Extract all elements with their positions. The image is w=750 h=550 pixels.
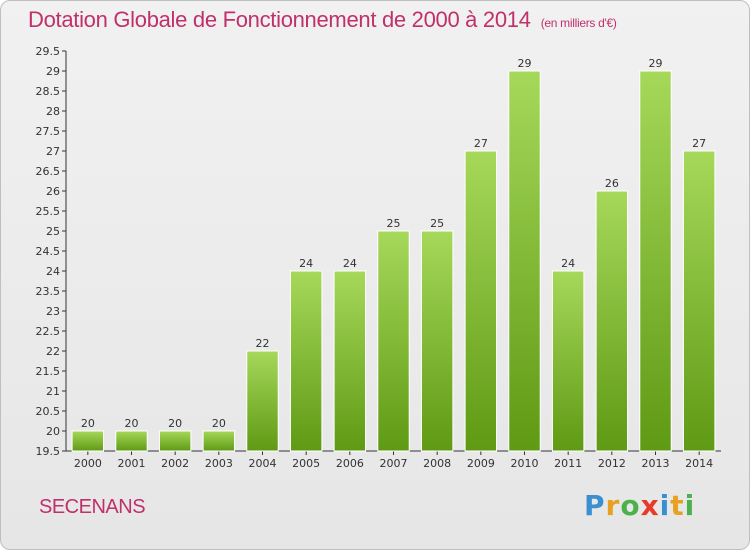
x-tick-label: 2007 <box>380 457 408 470</box>
y-tick-label: 28 <box>46 105 60 118</box>
x-tick-label: 2010 <box>511 457 539 470</box>
y-tick-label: 24 <box>46 265 60 278</box>
bar <box>551 270 585 452</box>
y-tick-label: 27.5 <box>36 125 61 138</box>
bar <box>377 230 410 452</box>
bar <box>595 190 629 452</box>
bar-value-label: 20 <box>168 417 182 430</box>
bar-value-label: 25 <box>430 217 444 230</box>
bar-value-label: 25 <box>387 217 401 230</box>
y-tick-label: 22 <box>46 345 60 358</box>
bar <box>246 350 279 452</box>
y-tick-label: 23 <box>46 305 60 318</box>
x-tick-label: 2014 <box>685 457 713 470</box>
x-tick-label: 2012 <box>598 457 626 470</box>
bar-value-label: 20 <box>212 417 226 430</box>
bar-value-label: 24 <box>561 257 575 270</box>
chart-title-text: Dotation Globale de Fonctionnement de 20… <box>28 7 531 32</box>
bar-value-label: 27 <box>692 137 706 150</box>
proxiti-logo: Proxiti <box>584 489 696 522</box>
bars <box>71 70 716 452</box>
y-tick-label: 29.5 <box>36 45 61 58</box>
y-tick-label: 28.5 <box>36 85 61 98</box>
y-tick-label: 19.5 <box>36 445 61 458</box>
x-tick-label: 2003 <box>205 457 233 470</box>
bar <box>202 430 236 452</box>
bar <box>71 430 105 452</box>
bar-value-label: 20 <box>81 417 95 430</box>
bar-value-label: 24 <box>299 257 313 270</box>
bar-value-label: 24 <box>343 257 357 270</box>
y-tick-label: 22.5 <box>36 325 61 338</box>
bar-value-label: 26 <box>605 177 619 190</box>
x-tick-label: 2001 <box>118 457 146 470</box>
y-tick-label: 29 <box>46 65 60 78</box>
bar-value-label: 29 <box>649 57 663 70</box>
commune-name: SECENANS <box>39 496 146 518</box>
bar <box>682 150 716 452</box>
axes: 19.5 20 20.5 21 21.5 22 22.5 23 23.5 24 24.5 25 25.5… <box>36 45 721 470</box>
x-tick-label: 2006 <box>336 457 364 470</box>
y-tick-label: 26 <box>46 185 60 198</box>
bar-value-label: 20 <box>125 417 139 430</box>
y-tick-label: 24.5 <box>36 245 61 258</box>
chart-unit: (en milliers d'€) <box>540 16 617 30</box>
bar-value-label: 22 <box>256 337 270 350</box>
chart-title: Dotation Globale de Fonctionnement de 20… <box>28 7 617 33</box>
y-tick-label: 25 <box>46 225 60 238</box>
y-tick-label: 23.5 <box>36 285 61 298</box>
y-tick-label: 27 <box>46 145 60 158</box>
x-tick-label: 2000 <box>74 457 102 470</box>
y-tick-label: 25.5 <box>36 205 61 218</box>
bar <box>289 270 323 452</box>
bar <box>464 150 498 452</box>
y-tick-label: 20.5 <box>36 405 61 418</box>
bar-value-label: 27 <box>474 137 488 150</box>
x-tick-label: 2008 <box>423 457 451 470</box>
bar <box>639 70 672 452</box>
bar <box>115 430 148 452</box>
bar <box>158 430 192 452</box>
x-tick-label: 2002 <box>161 457 189 470</box>
data-labels: 20 20 20 20 22 24 24 25 25 27 29 24 26 29 27 <box>81 57 706 430</box>
y-tick-label: 21.5 <box>36 365 61 378</box>
y-tick-label: 21 <box>46 385 60 398</box>
x-tick-label: 2009 <box>467 457 495 470</box>
x-tick-label: 2004 <box>249 457 277 470</box>
bar <box>508 70 541 452</box>
x-tick-label: 2011 <box>554 457 582 470</box>
y-tick-label: 20 <box>46 425 60 438</box>
y-tick-label: 26.5 <box>36 165 61 178</box>
x-tick-label: 2013 <box>642 457 670 470</box>
bar <box>420 230 454 452</box>
bar-value-label: 29 <box>518 57 532 70</box>
x-tick-label: 2005 <box>292 457 320 470</box>
bar <box>333 270 367 452</box>
